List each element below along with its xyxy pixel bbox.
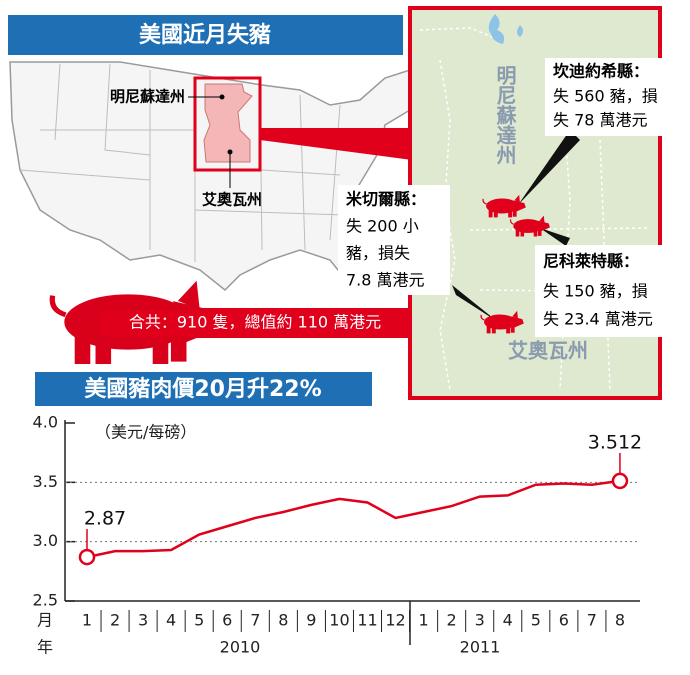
header-bar [8,15,403,55]
x-tick-label: 3 [475,611,485,630]
callout-box [545,58,665,136]
inset-state-label: 明尼蘇達州 [493,65,517,165]
price-line [86,479,621,559]
x-tick-label: 8 [615,611,625,630]
total-banner [100,310,410,336]
x-tick-label: 12 [385,611,405,630]
value-label: 2.87 [84,508,126,530]
chart-title: 美國豬肉價20月升22% [84,376,321,402]
y-tick-label: 3.0 [33,531,58,550]
callout-title: 坎迪約希縣： [553,62,649,81]
x-group-label: 年 [37,638,53,657]
x-axis-label: 月 [37,611,53,630]
leader-dot [227,149,233,155]
year-label: 2011 [460,638,501,657]
map-highlight-box [193,76,262,172]
callout-text: 失 150 豬，損 [543,282,648,301]
callout-box [535,245,673,337]
x-tick-label: 2 [110,611,120,630]
callout-text: 失 23.4 萬港元 [543,310,653,329]
callout-text: 豬，損失 [346,244,410,263]
x-tick-label: 11 [357,611,377,630]
x-tick-label: 1 [419,611,429,630]
y-tick-label: 4.0 [33,413,58,432]
callout-text: 失 78 萬港元 [553,111,648,130]
x-tick-label: 8 [278,611,288,630]
point-marker [611,472,629,490]
state-label: 明尼蘇達州 [110,88,185,106]
x-tick-label: 7 [587,611,597,630]
zoom-connector [260,128,412,160]
x-tick-label: 5 [194,611,204,630]
value-label: 3.512 [588,431,642,453]
x-tick-label: 1 [82,611,92,630]
callout-pointer [452,285,498,322]
mn-ia-shape [203,83,253,163]
x-tick-label: 6 [222,611,232,630]
x-tick-label: 6 [559,611,569,630]
point-marker [78,548,96,566]
total-text: 合共：910 隻，總值約 110 萬港元 [129,313,381,332]
x-tick-label: 9 [306,611,316,630]
chart-title-bar [35,372,372,406]
x-tick-label: 4 [166,611,176,630]
callout-title: 尼科萊特縣： [543,252,639,271]
callout-pointer [518,130,580,205]
county-lines [419,27,656,391]
callout-pointer [540,228,570,246]
header-title: 美國近月失豬 [139,22,271,48]
x-tick-label: 3 [138,611,148,630]
callout-title: 米切爾縣： [346,190,426,209]
x-tick-label: 10 [329,611,349,630]
y-tick-label: 3.5 [33,472,58,491]
x-tick-label: 5 [531,611,541,630]
x-tick-label: 2 [447,611,457,630]
x-tick-label: 7 [250,611,260,630]
year-label: 2010 [220,638,261,657]
leader-dot [219,94,225,100]
callout-text: 失 200 小 [346,217,419,236]
y-tick-label: 2.5 [33,591,58,610]
callout-box [338,185,450,295]
x-tick-label: 4 [503,611,513,630]
callout-text: 失 560 豬，損 [553,87,658,106]
inset-state-label: 艾奧瓦州 [508,339,588,363]
state-label: 艾奧瓦州 [202,191,262,209]
y-axis-label: （美元/每磅） [95,423,196,442]
callout-text: 7.8 萬港元 [346,271,425,290]
